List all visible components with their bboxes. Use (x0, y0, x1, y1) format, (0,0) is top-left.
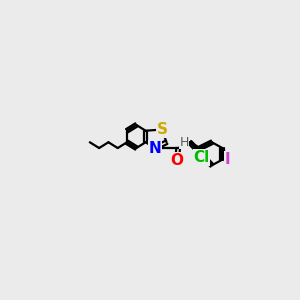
Text: I: I (225, 152, 230, 167)
Text: O: O (170, 153, 184, 168)
Text: N: N (148, 140, 161, 155)
Text: H: H (179, 136, 189, 149)
Text: S: S (156, 122, 167, 137)
Text: Cl: Cl (193, 150, 209, 165)
